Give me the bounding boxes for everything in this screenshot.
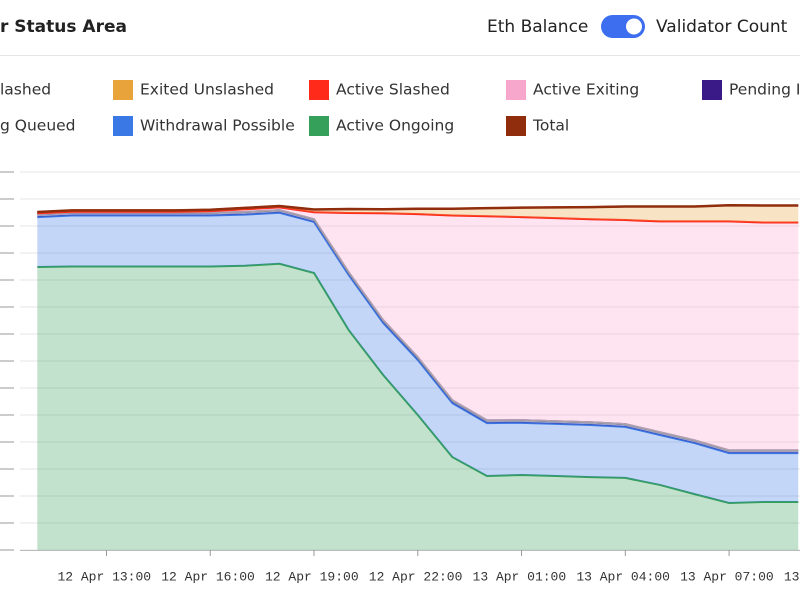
plot: 12 Apr 13:00 12 Apr 16:00 12 Apr 19:00 12 A… [0,171,800,584]
legend-swatch[interactable] [702,80,722,100]
legend-swatch[interactable] [113,116,133,136]
legend-label[interactable]: Pending I [729,81,800,99]
legend-label[interactable]: g Queued [0,117,76,135]
legend-label[interactable]: Active Exiting [533,81,639,99]
legend-item[interactable]: Active Exiting [506,80,639,100]
legend-item[interactable]: g Queued [0,116,76,136]
x-tick-label: 13 Apr 07:00 [680,569,774,584]
area-edge [37,262,799,505]
toggle-knob[interactable] [626,18,642,35]
area-edge [37,211,799,455]
panel-title: r Status Area [0,17,127,37]
legend-item[interactable]: Total [506,116,569,136]
area [37,207,799,451]
x-tick-label: 13 Apr 01:00 [473,569,567,584]
legend-label[interactable]: Exited Unslashed [140,81,274,99]
x-tick-label: 13 Apr [784,569,800,584]
legend-swatch[interactable] [506,116,526,136]
legend-label[interactable]: Total [532,117,569,135]
legend-item[interactable]: lashed [0,80,51,100]
legend-item[interactable]: Pending I [702,80,800,100]
x-tick-label: 12 Apr 19:00 [265,569,359,584]
area-edge [37,209,799,452]
legend-item[interactable]: Active Ongoing [309,116,454,136]
x-tick-label: 13 Apr 04:00 [576,569,670,584]
legend-swatch[interactable] [113,80,133,100]
total-line [37,203,799,214]
toggle-label[interactable]: Eth Balance [487,17,588,37]
x-tick-label: 12 Apr 13:00 [57,569,151,584]
legend-label[interactable]: Active Slashed [336,81,450,99]
toggle-switch[interactable] [601,15,645,38]
x-tick-label: 12 Apr 16:00 [161,569,255,584]
legend-item[interactable]: Withdrawal Possible [113,116,295,136]
legend: Active Ongoing Withdrawal Possible Pending… [0,80,800,136]
legend-swatch[interactable] [309,80,329,100]
area [37,212,799,504]
toggle-label[interactable]: Validator Count [656,17,788,37]
legend-label[interactable]: lashed [0,81,51,99]
legend-item[interactable]: Active Slashed [309,80,450,100]
legend-item[interactable]: Exited Unslashed [113,80,274,100]
legend-swatch[interactable] [309,116,329,136]
x-tick-label: 12 Apr 22:00 [369,569,463,584]
header-bg [0,0,800,55]
legend-swatch[interactable] [506,80,526,100]
legend-label[interactable]: Withdrawal Possible [140,117,295,135]
legend-label[interactable]: Active Ongoing [336,117,454,135]
area-edge [37,206,799,224]
